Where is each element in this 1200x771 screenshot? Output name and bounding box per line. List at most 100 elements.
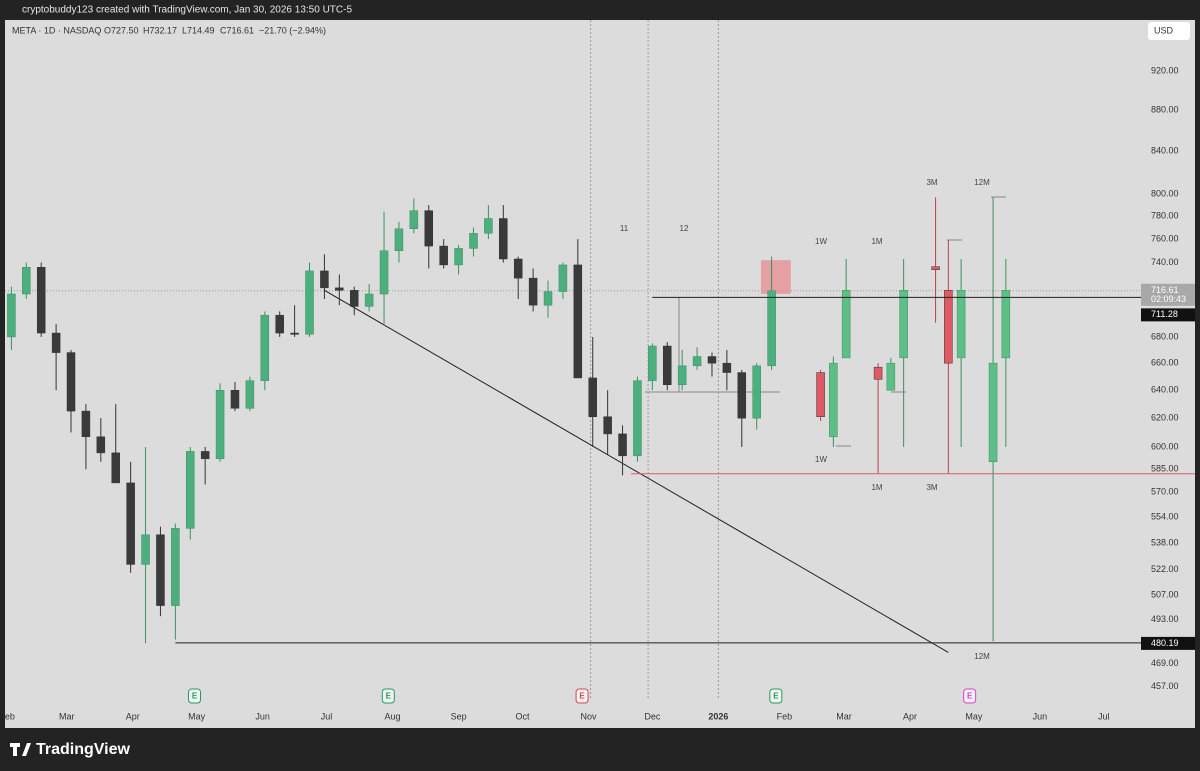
earnings-label: E	[386, 692, 392, 701]
y-tick-label: 570.00	[1151, 486, 1179, 496]
candle-body	[899, 290, 908, 359]
earnings-marker	[575, 688, 589, 704]
y-tick-label: 620.00	[1151, 413, 1179, 423]
countdown: 02:09:43	[1151, 294, 1186, 304]
x-tick-label: May	[965, 711, 983, 721]
y-tick-label: 800.00	[1151, 188, 1179, 198]
candle-body	[349, 290, 359, 307]
y-tick-label: 920.00	[1151, 65, 1179, 75]
y-tick-label: 469.00	[1151, 658, 1179, 668]
candle-body	[513, 258, 523, 279]
symbol: META · 1D · NASDAQ	[12, 25, 101, 35]
legend: META · 1D · NASDAQ O727.50 H732.17 L714.…	[12, 25, 326, 35]
y-tick-label: 554.00	[1151, 512, 1179, 522]
x-tick-label: Sep	[451, 711, 467, 721]
candle-body	[886, 362, 896, 391]
candle-body	[230, 389, 240, 409]
x-tick-label: Aug	[385, 711, 401, 721]
x-tick-label: Apr	[903, 711, 917, 721]
y-tick-label: 840.00	[1151, 145, 1179, 155]
y-tick-label: 493.00	[1151, 614, 1179, 624]
currency-button[interactable]	[1148, 22, 1190, 40]
x-tick-label: Jul	[1098, 711, 1110, 721]
x-tick-label: Apr	[126, 711, 140, 721]
candle-body	[469, 233, 478, 249]
price-label-box	[1141, 636, 1195, 650]
candle-body	[677, 365, 687, 386]
candle-body	[7, 293, 16, 338]
earnings-marker	[769, 688, 783, 704]
price-label: 711.28	[1151, 309, 1178, 319]
x-axis: Feb Mar Apr May Jun Jul Aug Sep Oct Nov Dec 2026 Feb…	[0, 711, 1110, 721]
candle-body	[66, 352, 76, 412]
candle-body	[1001, 290, 1011, 359]
candle-body	[394, 228, 404, 251]
x-tick-label: Feb	[0, 711, 15, 721]
earnings-label: E	[967, 692, 973, 701]
y-tick-label: 660.00	[1151, 358, 1179, 368]
candle-body	[454, 248, 463, 266]
y-tick-label: 600.00	[1151, 441, 1179, 451]
earnings-label: E	[579, 692, 585, 701]
candle-body	[111, 452, 120, 484]
candle-body	[245, 380, 255, 409]
y-tick-label: 507.00	[1151, 589, 1179, 599]
candle-body	[200, 451, 210, 460]
annotation: 11	[620, 224, 629, 233]
x-tick-label: Mar	[59, 711, 75, 721]
x-tick-label: Feb	[777, 711, 793, 721]
x-tick-label: Nov	[580, 711, 597, 721]
candle-body	[499, 218, 508, 260]
y-tick-label: 740.00	[1151, 257, 1179, 267]
brand: TradingView	[10, 741, 131, 758]
annotation: 3M	[926, 178, 937, 187]
candle-body	[767, 290, 776, 367]
x-tick-label: Mar	[836, 711, 852, 721]
annotation: 1W	[815, 455, 827, 464]
candle-body	[22, 267, 31, 295]
y-tick-label: 880.00	[1151, 105, 1179, 115]
annotation: 1M	[871, 483, 882, 492]
candle-body	[439, 245, 448, 266]
last-price-box	[1141, 283, 1195, 306]
candle-body	[752, 365, 761, 419]
candle-body	[215, 389, 225, 460]
x-tick-label: Jun	[255, 711, 270, 721]
annotation: 1M	[871, 237, 882, 246]
candle-body	[873, 366, 883, 380]
candle-body	[186, 451, 195, 529]
candle-body	[944, 290, 953, 364]
change: −21.70 (−2.94%)	[259, 25, 326, 35]
earnings-marker	[381, 688, 395, 704]
chart-panel	[5, 20, 1195, 728]
candle-body	[305, 270, 314, 335]
highlight-box	[760, 260, 791, 295]
last-price-label: 716.61	[1151, 285, 1179, 295]
earnings-marker	[963, 688, 977, 704]
plot-area	[5, 20, 1140, 700]
y-tick-label: 522.00	[1151, 564, 1179, 574]
candle-body	[816, 372, 825, 417]
earnings-label: E	[773, 692, 779, 701]
x-tick-label: Jun	[1033, 711, 1048, 721]
y-tick-label: 538.00	[1151, 537, 1179, 547]
price-label-box	[1141, 308, 1195, 322]
x-tick-label: Oct	[515, 711, 530, 721]
brand-name: TradingView	[36, 741, 131, 758]
annotation: 12M	[974, 178, 990, 187]
candle-body	[335, 287, 344, 291]
candle-body	[126, 482, 135, 565]
candle-body	[663, 345, 672, 386]
candle-body	[633, 380, 642, 457]
trendline	[324, 289, 949, 653]
y-tick-label: 640.00	[1151, 385, 1179, 395]
x-tick-label: May	[188, 711, 206, 721]
annotation: 1W	[815, 237, 827, 246]
annotation: 3M	[926, 483, 937, 492]
currency[interactable]: USD	[1154, 25, 1174, 35]
candle-body	[648, 345, 657, 381]
candle-body	[829, 362, 838, 438]
candle-body	[618, 433, 627, 457]
candle-body	[707, 356, 717, 364]
